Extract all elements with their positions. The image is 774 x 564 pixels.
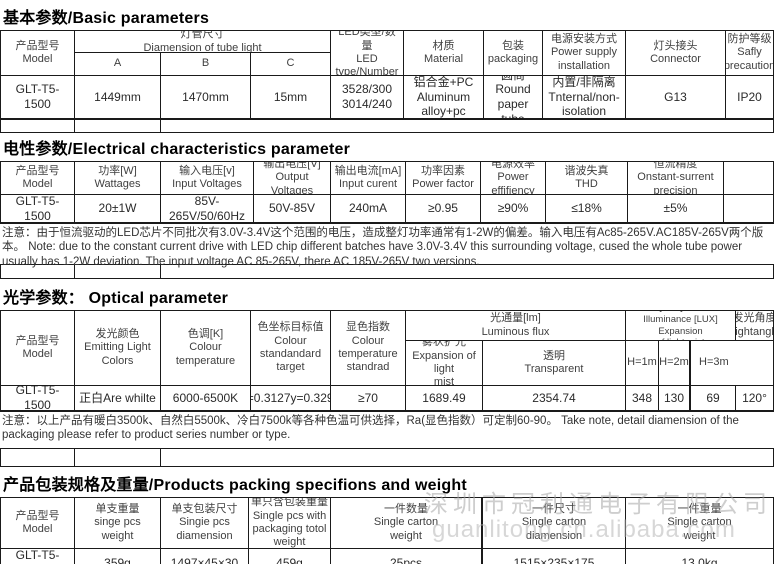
packing-cell-pcs-dimension: 1497×45×30 xyxy=(161,549,249,564)
electrical-header-output-current: 输出电流[mA] Input curent xyxy=(331,162,406,195)
basic-cell-power-install: 内置/非隔离 Tnternal/non- isolation xyxy=(543,76,626,119)
basic-cell-a: 1449mm xyxy=(75,76,161,119)
basic-section-title: 基本参数/Basic parameters xyxy=(3,10,210,27)
electrical-cell-thd: ≤18% xyxy=(546,195,628,223)
basic-cell-c: 15mm xyxy=(251,76,331,119)
optical-cell-h3m: 69 xyxy=(691,386,736,411)
basic-header-protection: 防护等级 Safly precaution xyxy=(726,31,774,76)
optical-cell-colour-temp: 6000-6500K xyxy=(161,386,251,411)
optical-cell-coord: x=0.3127y=0.3291 xyxy=(251,386,331,411)
basic-header-a: A xyxy=(75,53,161,76)
electrical-cell-blank xyxy=(724,195,774,223)
electrical-header-input-voltage: 输入电压[v] Input Voltages xyxy=(161,162,254,195)
basic-header-material: 材质 Material xyxy=(404,31,484,76)
packing-cell-carton-dimension: 1515×235×175 xyxy=(483,549,626,564)
basic-header-b: B xyxy=(161,53,251,76)
packing-header-carton-weight: 一件重量 Single carton weight xyxy=(626,498,774,549)
electrical-cell-input-voltage: 85V-265V/50/60Hz xyxy=(161,195,254,223)
packing-header-carton-qty: 一件数量 Single carton weight xyxy=(331,498,483,549)
electrical-parameters-table: 产品型号 Model 功率[W] Wattages 输入电压[v] Input … xyxy=(0,161,774,224)
basic-header-c: C xyxy=(251,53,331,76)
basic-parameters-table: 产品型号 Model 灯管尺寸 Diamension of tube light… xyxy=(0,30,774,120)
electrical-cell-precision: ±5% xyxy=(628,195,724,223)
optical-cell-model: GLT-T5-1500 xyxy=(1,386,75,411)
optical-cell-h1m: 348 xyxy=(626,386,659,411)
packing-cell-model: GLT-T5-1500 xyxy=(1,549,75,564)
electrical-cell-efficiency: ≥90% xyxy=(481,195,546,223)
optical-cell-emitting: 正白Are whilte xyxy=(75,386,161,411)
electrical-cell-output-current: 240mA xyxy=(331,195,406,223)
electrical-header-power-factor: 功率因素 Power factor xyxy=(406,162,481,195)
optical-header-lightangle: 发光角度 Lightangle xyxy=(736,311,774,341)
optical-cell-lightangle: 120° xyxy=(736,386,774,411)
packing-header-pcs-pack-weight: 单只含包装重量 Single pcs with packaging totol … xyxy=(249,498,331,549)
electrical-cell-model: GLT-T5-1500 xyxy=(1,195,75,223)
packing-header-carton-dimension: 一件尺寸 Single carton diamension xyxy=(483,498,626,549)
optical-header-flux-transparent: 透明 Transparent xyxy=(483,341,626,386)
packing-table: 产品型号 Model 单支重量 singe pcs weight 单支包装尺寸 … xyxy=(0,497,774,564)
packing-cell-carton-qty: 25pcs xyxy=(331,549,483,564)
basic-cell-b: 1470mm xyxy=(161,76,251,119)
electrical-header-model: 产品型号 Model xyxy=(1,162,75,195)
basic-header-power-install: 电源安装方式 Power supply installation xyxy=(543,31,626,76)
optical-parameters-table: 产品型号 Model 发光颜色 Emitting Light Colors 色调… xyxy=(0,310,774,412)
optical-cell-h2m: 130 xyxy=(659,386,691,411)
electrical-header-blank xyxy=(724,162,774,195)
optical-header-model: 产品型号 Model xyxy=(1,311,75,386)
basic-header-model: 产品型号 Model xyxy=(1,31,75,76)
basic-header-connector: 灯头接头 Connector xyxy=(626,31,726,76)
packing-header-model: 产品型号 Model xyxy=(1,498,75,549)
spacer-row xyxy=(0,448,774,467)
electrical-header-wattage: 功率[W] Wattages xyxy=(75,162,161,195)
electrical-cell-output-voltage: 50V-85V xyxy=(254,195,331,223)
electrical-header-precision: 恒流精度 Onstant-surrent precision xyxy=(628,162,724,195)
optical-header-h2m: H=2m xyxy=(659,341,691,386)
packing-header-pcs-dimension: 单支包装尺寸 Singie pcs diamension xyxy=(161,498,249,549)
packing-cell-pcs-pack-weight: 459g xyxy=(249,549,331,564)
optical-header-coord: 色坐标目标值 Colour standandard target xyxy=(251,311,331,386)
packing-header-pcs-weight: 单支重量 singe pcs weight xyxy=(75,498,161,549)
electrical-section-title: 电性参数/Electrical characteristics paramete… xyxy=(3,141,351,158)
electrical-note: 注意：由于恒流驱动的LED芯片不同批次有3.0V-3.4V这个范围的电压，造成整… xyxy=(2,227,764,268)
packing-cell-pcs-weight: 359g xyxy=(75,549,161,564)
electrical-cell-wattage: 20±1W xyxy=(75,195,161,223)
packing-cell-carton-weight: 13.0kg xyxy=(626,549,774,564)
basic-cell-led: 3528/300 3014/240 xyxy=(331,76,404,119)
electrical-header-output-voltage: 输出电压[V] Output Voltages xyxy=(254,162,331,195)
optical-cell-flux-mist: 1689.49 xyxy=(406,386,483,411)
optical-header-h3m: H=3m xyxy=(691,341,774,386)
optical-section-title: 光学参数： Optical parameter xyxy=(3,290,229,307)
optical-note: 注意：以上产品有暖白3500k、自然白5500k、冷白7500k等各种色温可供选… xyxy=(2,415,739,442)
optical-cell-flux-transparent: 2354.74 xyxy=(483,386,626,411)
basic-cell-connector: G13 xyxy=(626,76,726,119)
packing-section-title: 产品包装规格及重量/Products packing specifions an… xyxy=(3,477,467,494)
basic-cell-protection: IP20 xyxy=(726,76,774,119)
electrical-cell-power-factor: ≥0.95 xyxy=(406,195,481,223)
optical-header-illuminance: 照度[LUX]雾状扩光 Illuminance [LUX] Expansion … xyxy=(626,311,736,341)
basic-cell-packaging: 圆筒 Round paper tube xyxy=(484,76,543,119)
basic-header-packaging: 包装 packaging xyxy=(484,31,543,76)
optical-header-luminous-flux: 光通量[lm] Luminous flux xyxy=(406,311,626,341)
spacer-row xyxy=(0,120,774,133)
optical-header-h1m: H=1m xyxy=(626,341,659,386)
optical-header-emitting: 发光颜色 Emitting Light Colors xyxy=(75,311,161,386)
basic-cell-material: 铝合金+PC Aluminum alloy+pc xyxy=(404,76,484,119)
optical-header-colour-temp: 色调[K] Colour temperature xyxy=(161,311,251,386)
optical-cell-cri: ≥70 xyxy=(331,386,406,411)
optical-header-flux-mist: 雾状扩光 Expansion of light mist xyxy=(406,341,483,386)
basic-header-tube-size: 灯管尺寸 Diamension of tube light xyxy=(75,31,331,53)
electrical-header-thd: 谐波失真 THD xyxy=(546,162,628,195)
electrical-header-efficiency: 电源效率 Power effifiency xyxy=(481,162,546,195)
basic-header-led: LED类型/数量 LED type/Number xyxy=(331,31,404,76)
basic-cell-model: GLT-T5-1500 xyxy=(1,76,75,119)
optical-header-cri: 显色指数 Colour temperature standrad xyxy=(331,311,406,386)
